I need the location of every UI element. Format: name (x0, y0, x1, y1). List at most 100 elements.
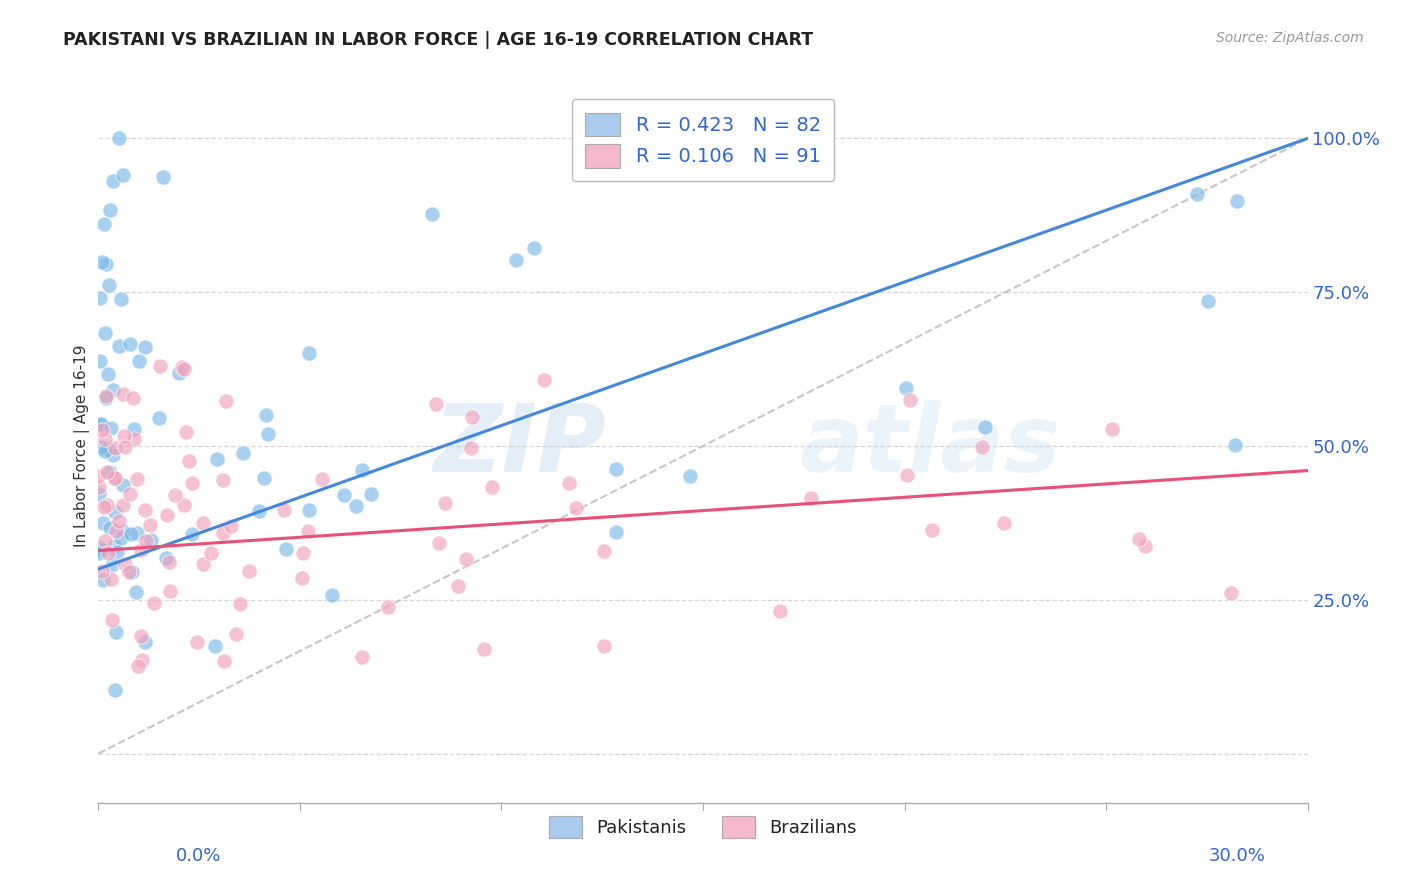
Point (204, 639, 226, 653)
Point (89, 292, 111, 306)
Point (107, 545, 129, 559)
Point (131, 629, 153, 643)
Point (127, 659, 149, 673)
Point (454, 552, 477, 566)
Point (104, 683, 127, 698)
Point (297, 524, 319, 538)
Point (97, 367, 120, 381)
Point (112, 429, 135, 443)
Point (165, 488, 187, 502)
Point (229, 598, 252, 612)
Text: PAKISTANI VS BRAZILIAN IN LABOR FORCE | AGE 16-19 CORRELATION CHART: PAKISTANI VS BRAZILIAN IN LABOR FORCE | … (63, 31, 814, 49)
Point (118, 337, 141, 351)
Point (108, 131, 131, 145)
Point (89, 541, 111, 556)
Point (87, 469, 110, 483)
Point (112, 524, 135, 539)
Point (273, 503, 295, 517)
Point (149, 359, 172, 373)
Point (211, 526, 233, 541)
Point (360, 487, 382, 501)
Point (135, 534, 157, 549)
Point (605, 462, 627, 476)
Point (104, 524, 127, 539)
Point (232, 446, 254, 460)
Point (121, 391, 143, 405)
Point (191, 558, 214, 572)
Point (120, 526, 142, 541)
Point (896, 381, 918, 395)
Point (110, 292, 132, 306)
Point (125, 472, 148, 486)
Point (1101, 422, 1123, 436)
Point (93, 217, 115, 231)
Point (896, 468, 918, 483)
Point (101, 558, 124, 573)
Point (167, 366, 190, 380)
Point (103, 174, 125, 188)
Point (90, 565, 112, 579)
Point (257, 427, 280, 442)
Point (148, 411, 170, 425)
Point (104, 471, 127, 485)
Point (800, 491, 823, 506)
Point (90, 417, 112, 432)
Point (157, 556, 180, 570)
Point (143, 596, 166, 610)
Point (103, 471, 125, 485)
Point (128, 354, 150, 368)
Text: atlas: atlas (800, 400, 1062, 492)
Point (181, 476, 204, 491)
Point (125, 526, 148, 541)
Point (333, 488, 356, 502)
Point (94, 432, 117, 446)
Text: 0.0%: 0.0% (176, 847, 221, 865)
Point (114, 557, 136, 571)
Point (122, 422, 145, 436)
Point (100, 613, 122, 627)
Point (191, 516, 214, 531)
Point (93, 534, 115, 549)
Point (97, 546, 120, 560)
Point (94, 257, 117, 271)
Point (111, 478, 134, 492)
Point (186, 635, 208, 649)
Point (254, 408, 277, 422)
Point (98, 520, 121, 534)
Point (446, 579, 468, 593)
Point (104, 442, 127, 456)
Point (101, 449, 124, 463)
Point (120, 487, 142, 501)
Point (769, 604, 792, 618)
Point (1223, 437, 1246, 451)
Text: 30.0%: 30.0% (1209, 847, 1265, 865)
Point (298, 345, 321, 359)
Point (247, 504, 270, 518)
Point (291, 571, 314, 585)
Point (94, 326, 117, 340)
Point (112, 168, 135, 182)
Point (94, 443, 117, 458)
Point (274, 541, 297, 556)
Point (155, 551, 177, 566)
Point (108, 515, 131, 529)
Point (91, 543, 114, 558)
Point (298, 503, 321, 517)
Point (181, 527, 204, 541)
Point (592, 639, 614, 653)
Point (427, 535, 450, 549)
Point (1197, 294, 1219, 309)
Point (100, 572, 122, 586)
Point (134, 503, 156, 517)
Point (111, 387, 134, 401)
Point (214, 394, 236, 409)
Point (134, 635, 156, 649)
Point (174, 425, 197, 440)
Point (592, 543, 614, 558)
Point (90, 440, 112, 454)
Point (94, 389, 117, 403)
Point (605, 524, 627, 539)
Point (87, 480, 110, 494)
Point (91, 255, 114, 269)
Point (253, 471, 276, 485)
